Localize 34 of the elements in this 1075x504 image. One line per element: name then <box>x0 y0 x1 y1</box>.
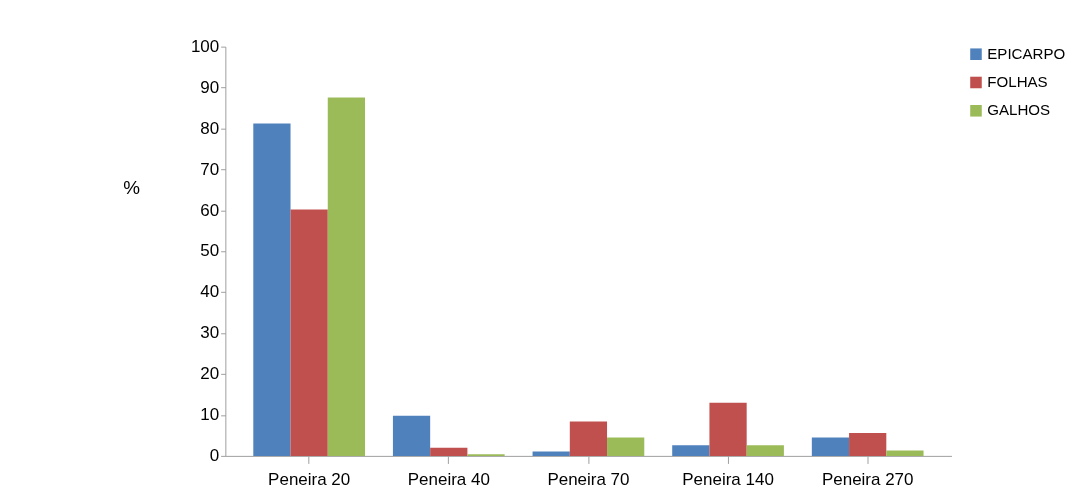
bar <box>849 432 887 456</box>
x-tick-label: Peneira 70 <box>547 469 630 489</box>
bar <box>672 445 710 456</box>
y-tick-label: 80 <box>200 118 220 138</box>
bar <box>392 415 431 456</box>
legend-label: FOLHAS <box>987 73 1048 91</box>
y-tick-label: 40 <box>200 282 220 302</box>
legend-label: EPICARPO <box>987 44 1066 62</box>
y-tick-label: 70 <box>200 159 220 179</box>
legend-label: GALHOS <box>987 101 1051 119</box>
y-tick-label: 10 <box>200 405 220 425</box>
x-tick-label: Peneira 140 <box>682 469 774 489</box>
bar <box>746 445 784 456</box>
y-tick-label: 20 <box>200 364 220 384</box>
bar <box>430 447 468 456</box>
bar <box>327 97 366 456</box>
y-tick-label: 30 <box>200 323 220 343</box>
y-tick-label: 50 <box>200 241 220 261</box>
y-tick-label: 90 <box>200 77 220 97</box>
y-tick-label: 0 <box>209 446 220 466</box>
bar <box>886 450 924 456</box>
bar <box>532 451 570 456</box>
bar <box>811 437 850 456</box>
y-axis-title: % <box>123 177 141 199</box>
bar <box>607 437 645 456</box>
bar <box>569 421 608 456</box>
x-tick-label: Peneira 20 <box>268 469 351 489</box>
x-tick-label: Peneira 40 <box>407 469 490 489</box>
bar <box>290 209 328 456</box>
y-tick-label: 60 <box>200 200 220 220</box>
bar <box>253 123 291 456</box>
x-tick-label: Peneira 270 <box>821 469 914 489</box>
y-tick-label: 100 <box>190 36 220 56</box>
bar <box>709 402 747 456</box>
